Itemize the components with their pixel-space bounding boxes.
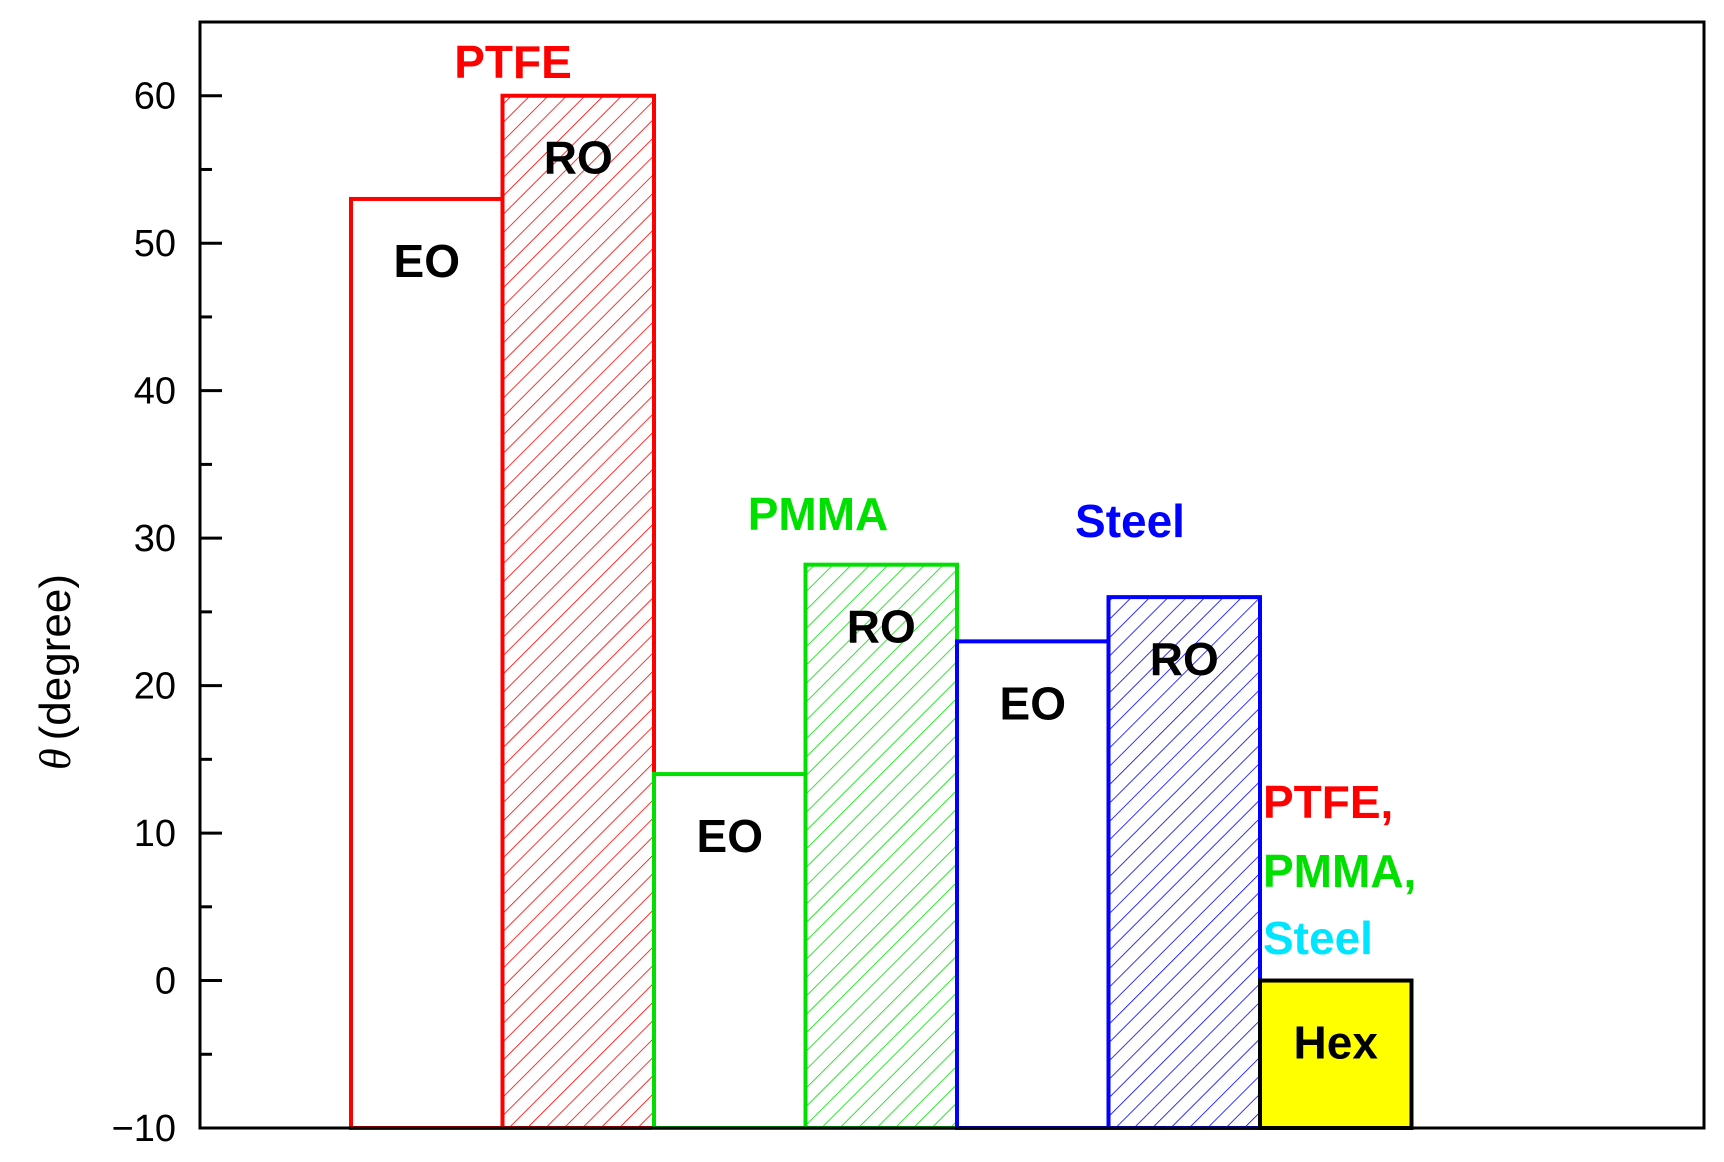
bar-label-3: RO	[847, 601, 916, 653]
bar-hex-6	[1258, 978, 1414, 1130]
y-axis-tick-labels: −10 0 10 20 30 40 50 60	[112, 76, 176, 1150]
bar-eo-0	[349, 196, 505, 1130]
y-tick-label: −10	[112, 1108, 176, 1150]
y-axis-symbol: θ	[31, 748, 80, 770]
annotation-hex-pmma: PMMA,	[1263, 845, 1416, 897]
bar-label-6: Hex	[1294, 1017, 1379, 1069]
bar-ro-1	[500, 93, 656, 1131]
y-tick-label: 0	[155, 961, 176, 1003]
annotation-hex-ptfe: PTFE,	[1263, 776, 1393, 828]
bar-label-0: EO	[394, 235, 460, 287]
plot-frame	[198, 20, 1706, 1130]
annotation-pmma: PMMA	[748, 488, 889, 540]
y-tick-label: 50	[134, 223, 176, 265]
y-tick-label: 10	[134, 813, 176, 855]
y-tick-label: 60	[134, 76, 176, 118]
annotation-hex-steel: Steel	[1263, 912, 1373, 964]
bar-label-5: RO	[1150, 633, 1219, 685]
y-tick-label: 20	[134, 666, 176, 708]
bar-label-2: EO	[697, 810, 763, 862]
bars-layer	[349, 93, 1414, 1131]
y-axis-unit: (degree)	[31, 574, 80, 740]
annotation-steel: Steel	[1075, 495, 1185, 547]
bar-ro-3	[803, 562, 959, 1130]
bar-labels: EO RO EO RO EO RO Hex	[394, 132, 1379, 1069]
bar-label-4: EO	[1000, 677, 1066, 729]
annotation-ptfe: PTFE	[454, 36, 572, 88]
y-axis-title: θ (degree)	[31, 574, 80, 770]
y-axis-ticks	[200, 20, 222, 1130]
y-tick-label: 40	[134, 371, 176, 413]
bar-label-1: RO	[544, 132, 613, 184]
y-tick-label: 30	[134, 518, 176, 560]
bar-ro-5	[1106, 595, 1262, 1130]
